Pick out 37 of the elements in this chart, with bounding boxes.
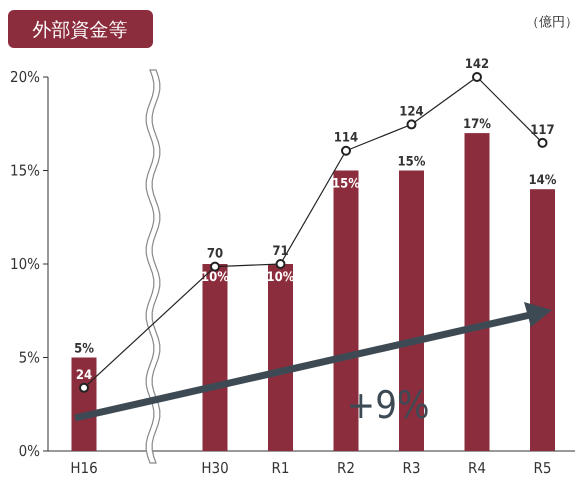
data-label: 14% — [528, 173, 557, 188]
x-tick-label: R1 — [272, 459, 290, 477]
data-label: 71 — [272, 244, 289, 259]
y2-axis-title: （億円） — [526, 15, 578, 30]
data-label: 24 — [76, 368, 92, 383]
data-label: 117 — [530, 122, 555, 138]
data-label: 10% — [201, 270, 230, 285]
x-tick-label: H16 — [70, 459, 98, 477]
x-tick-label: H30 — [201, 459, 229, 477]
y-tick-label: 15% — [10, 162, 40, 180]
y-tick-label: 5% — [18, 348, 40, 366]
bar — [202, 264, 228, 451]
bar — [268, 264, 293, 451]
y-tick-label: 10% — [10, 255, 40, 273]
data-label: 70 — [206, 246, 224, 262]
y-tick-label: 0% — [18, 442, 40, 460]
point — [276, 259, 286, 269]
data-label: 17% — [463, 117, 492, 132]
point — [210, 262, 220, 272]
data-label: 10% — [266, 270, 295, 285]
data-label: 142 — [464, 57, 490, 72]
y-tick-label: 20% — [10, 68, 40, 86]
bar — [464, 133, 490, 451]
point — [341, 146, 351, 156]
x-tick-label: R3 — [402, 459, 420, 477]
point — [472, 72, 482, 82]
data-label: 15% — [398, 154, 426, 170]
x-tick-label: R5 — [534, 459, 552, 477]
chart-title: 外部資金等 — [32, 19, 128, 41]
data-label: 5% — [74, 342, 94, 356]
x-tick-label: R2 — [337, 459, 355, 477]
point — [538, 138, 548, 148]
data-label: 124 — [399, 104, 424, 120]
data-label: 114 — [334, 130, 358, 146]
x-tick-label: R4 — [468, 459, 486, 477]
data-label: 15% — [332, 176, 360, 192]
point — [406, 119, 416, 130]
